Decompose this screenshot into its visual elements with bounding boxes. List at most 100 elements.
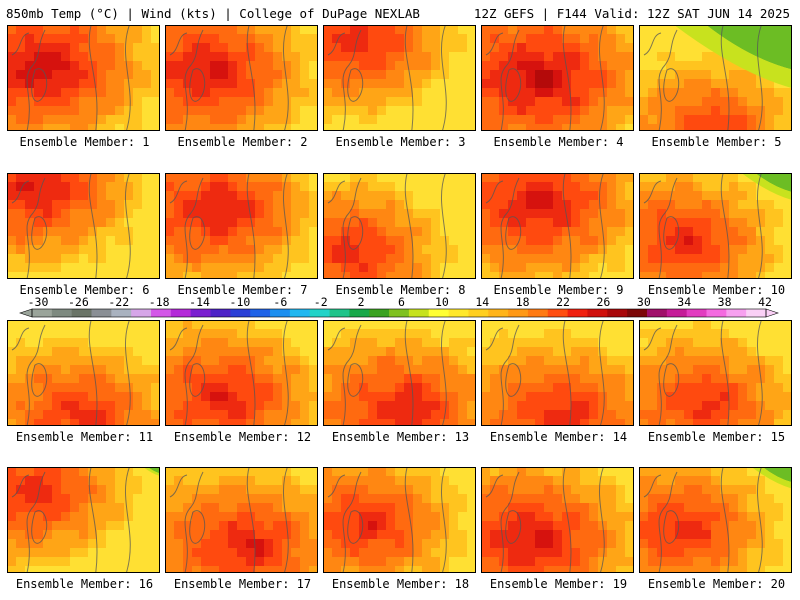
temperature-cell	[616, 410, 626, 420]
temperature-cell	[467, 43, 476, 53]
temperature-cell	[544, 410, 554, 420]
temperature-cell	[106, 476, 116, 486]
temperature-cell	[413, 70, 423, 80]
temperature-cell	[598, 52, 608, 62]
temperature-cell	[571, 263, 581, 273]
temperature-cell	[413, 557, 423, 567]
temperature-cell	[174, 539, 184, 549]
colorbar-tick-label: 22	[556, 295, 570, 309]
temperature-cell	[490, 566, 500, 573]
temperature-cell	[738, 512, 748, 522]
temperature-cell	[273, 79, 283, 89]
temperature-cell	[571, 79, 581, 89]
temperature-cell	[350, 485, 360, 495]
temperature-cell	[490, 347, 500, 357]
temperature-cell	[273, 548, 283, 558]
temperature-cell	[210, 115, 220, 125]
temperature-cell	[332, 521, 342, 531]
temperature-cell	[571, 476, 581, 486]
temperature-cell	[765, 356, 775, 366]
temperature-cell	[25, 329, 35, 339]
temperature-cell	[684, 347, 694, 357]
temperature-cell	[359, 392, 369, 402]
contour-line	[283, 320, 289, 426]
temperature-cell	[341, 476, 351, 486]
colorbar-swatch	[210, 309, 231, 317]
temperature-cell	[395, 218, 405, 228]
temperature-cell	[738, 566, 748, 573]
temperature-cell	[481, 227, 491, 237]
temperature-cell	[25, 365, 35, 375]
temperature-cell	[467, 236, 476, 246]
temperature-cell	[580, 182, 590, 192]
temperature-cell	[97, 320, 107, 330]
temperature-cell	[255, 263, 265, 273]
temperature-cell	[553, 263, 563, 273]
temperature-cell	[440, 329, 450, 339]
temperature-cell	[481, 115, 491, 125]
temperature-cell	[774, 365, 784, 375]
contour-line	[327, 32, 346, 56]
temperature-cell	[228, 79, 238, 89]
temperature-cell	[300, 374, 310, 384]
temperature-cell	[639, 338, 649, 348]
temperature-cell	[323, 61, 333, 71]
temperature-cell	[580, 410, 590, 420]
temperature-cell	[43, 115, 53, 125]
temperature-cell	[449, 557, 459, 567]
temperature-cell	[124, 548, 134, 558]
temperature-cell	[332, 245, 342, 255]
temperature-cell	[386, 61, 396, 71]
temperature-cell	[219, 173, 229, 183]
temperature-cell	[467, 539, 476, 549]
temperature-cell	[323, 52, 333, 62]
temperature-cell	[183, 383, 193, 393]
temperature-cell	[625, 88, 634, 98]
temperature-cell	[237, 191, 247, 201]
temperature-cell	[580, 106, 590, 116]
temperature-cell	[79, 557, 89, 567]
temperature-cell	[440, 365, 450, 375]
temperature-cell	[499, 539, 509, 549]
temperature-cell	[25, 503, 35, 513]
temperature-cell	[580, 503, 590, 513]
temperature-cell	[395, 25, 405, 35]
temperature-cell	[228, 254, 238, 264]
temperature-cell	[323, 521, 333, 531]
temperature-cell	[395, 485, 405, 495]
temperature-cell	[756, 566, 766, 573]
temperature-cell	[341, 503, 351, 513]
temperature-cell	[738, 419, 748, 426]
temperature-cell	[368, 374, 378, 384]
temperature-cell	[165, 485, 175, 495]
temperature-cell	[174, 70, 184, 80]
temperature-cell	[201, 209, 211, 219]
temperature-cell	[52, 43, 62, 53]
temperature-cell	[323, 245, 333, 255]
temperature-cell	[765, 272, 775, 279]
temperature-cell	[133, 115, 143, 125]
temperature-cell	[309, 52, 318, 62]
temperature-cell	[377, 383, 387, 393]
temperature-cell	[210, 548, 220, 558]
temperature-cell	[34, 356, 44, 366]
temperature-cell	[88, 374, 98, 384]
temperature-cell	[684, 70, 694, 80]
temperature-cell	[508, 182, 518, 192]
temperature-cell	[237, 512, 247, 522]
temperature-cell	[413, 61, 423, 71]
temperature-cell	[639, 557, 649, 567]
temperature-cell	[467, 410, 476, 420]
temperature-cell	[702, 173, 712, 183]
temperature-cell	[702, 467, 712, 477]
temperature-cell	[246, 106, 256, 116]
temperature-cell	[359, 530, 369, 540]
temperature-cell	[210, 392, 220, 402]
temperature-cell	[7, 25, 17, 35]
temperature-cell	[16, 34, 26, 44]
temperature-cell	[711, 401, 721, 411]
temperature-cell	[607, 70, 617, 80]
temperature-cell	[440, 347, 450, 357]
temperature-cell	[61, 43, 71, 53]
temperature-cell	[165, 254, 175, 264]
